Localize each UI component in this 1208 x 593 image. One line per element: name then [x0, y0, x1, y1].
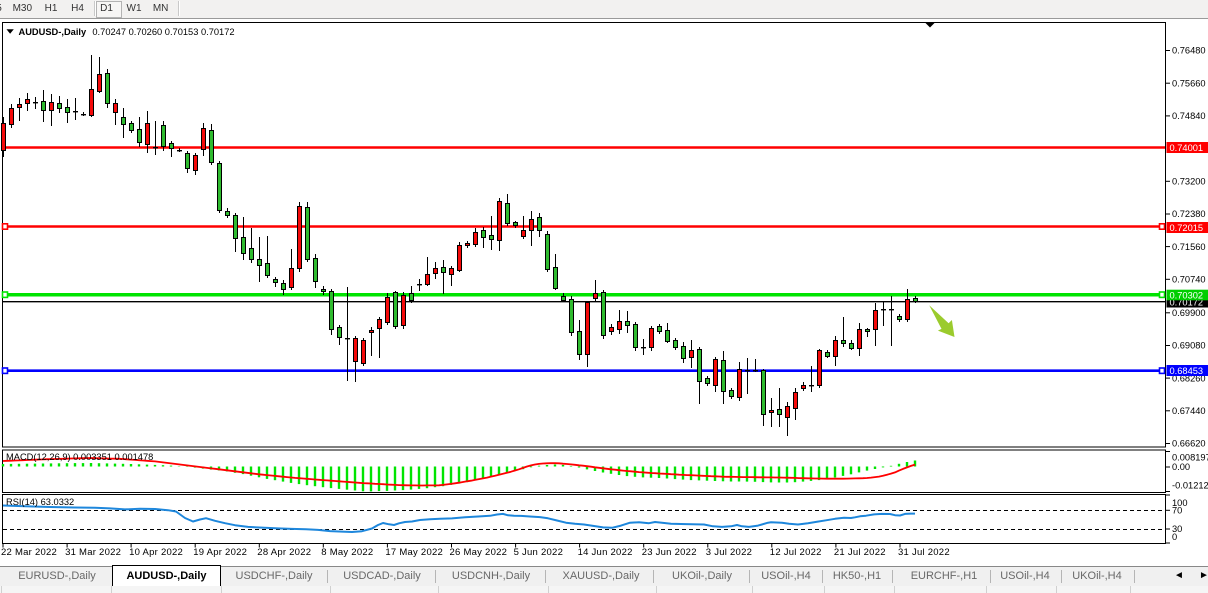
svg-text:0.67440: 0.67440 [1172, 406, 1206, 416]
svg-text:0.76480: 0.76480 [1172, 46, 1206, 56]
svg-text:MACD(12,26,9) 0.003351 0.00147: MACD(12,26,9) 0.003351 0.001478 [6, 452, 153, 462]
svg-text:RSI(14) 63.0332: RSI(14) 63.0332 [6, 497, 74, 507]
svg-text:10 Apr 2022: 10 Apr 2022 [129, 547, 183, 558]
svg-text:0: 0 [1172, 532, 1177, 542]
svg-text:31 Jul 2022: 31 Jul 2022 [898, 547, 950, 558]
svg-text:22 Mar 2022: 22 Mar 2022 [1, 547, 57, 558]
svg-text:19 Apr 2022: 19 Apr 2022 [193, 547, 247, 558]
svg-text:AUDUSD-,Daily: AUDUSD-,Daily [19, 27, 87, 37]
svg-text:0.00: 0.00 [1172, 462, 1190, 472]
svg-text:70: 70 [1172, 506, 1182, 516]
svg-text:5 Jun 2022: 5 Jun 2022 [514, 547, 564, 558]
svg-text:23 Jun 2022: 23 Jun 2022 [642, 547, 697, 558]
svg-text:0.71560: 0.71560 [1172, 242, 1206, 252]
svg-text:26 May 2022: 26 May 2022 [450, 547, 508, 558]
svg-text:0.66620: 0.66620 [1172, 439, 1206, 449]
svg-text:0.68260: 0.68260 [1172, 373, 1206, 383]
svg-text:0.70302: 0.70302 [1170, 291, 1204, 301]
svg-text:3 Jul 2022: 3 Jul 2022 [706, 547, 752, 558]
svg-text:21 Jul 2022: 21 Jul 2022 [834, 547, 886, 558]
svg-text:100: 100 [1172, 498, 1188, 508]
svg-text:0.74840: 0.74840 [1172, 111, 1206, 121]
svg-text:0.70740: 0.70740 [1172, 275, 1206, 285]
svg-text:0.74001: 0.74001 [1170, 143, 1204, 153]
svg-text:0.75660: 0.75660 [1172, 78, 1206, 88]
svg-text:31 Mar 2022: 31 Mar 2022 [65, 547, 121, 558]
svg-text:30: 30 [1172, 524, 1182, 534]
svg-text:14 Jun 2022: 14 Jun 2022 [578, 547, 633, 558]
svg-text:17 May 2022: 17 May 2022 [385, 547, 443, 558]
svg-text:0.69900: 0.69900 [1172, 308, 1206, 318]
svg-text:0.70247 0.70260 0.70153 0.7017: 0.70247 0.70260 0.70153 0.70172 [92, 27, 234, 37]
svg-text:0.69080: 0.69080 [1172, 341, 1206, 351]
svg-text:8 May 2022: 8 May 2022 [321, 547, 373, 558]
svg-text:0.72380: 0.72380 [1172, 209, 1206, 219]
svg-text:0.68453: 0.68453 [1170, 366, 1204, 376]
svg-text:0.73200: 0.73200 [1172, 177, 1206, 187]
svg-text:28 Apr 2022: 28 Apr 2022 [257, 547, 311, 558]
svg-text:0.72015: 0.72015 [1170, 223, 1204, 233]
svg-text:12 Jul 2022: 12 Jul 2022 [770, 547, 822, 558]
svg-text:0.008197: 0.008197 [1172, 452, 1208, 462]
svg-text:0.70172: 0.70172 [1170, 298, 1204, 308]
